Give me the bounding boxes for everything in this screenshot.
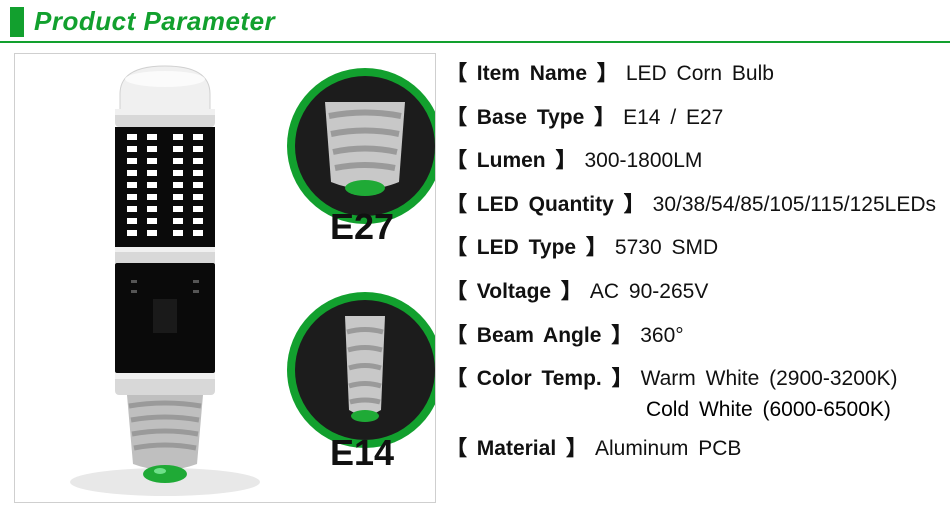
spec-value: 360° bbox=[640, 319, 683, 353]
image-panel: E27 E14 bbox=[14, 53, 436, 503]
content: E27 E14 【 Item Name 】LED Corn Bulb 【 Base… bbox=[0, 43, 950, 504]
spec-value: 30/38/54/85/105/115/125LEDs bbox=[653, 188, 936, 222]
spec-label: 【 Voltage 】 bbox=[446, 275, 582, 309]
spec-row: 【 Item Name 】LED Corn Bulb bbox=[446, 57, 936, 91]
spec-row: 【 Beam Angle 】360° bbox=[446, 319, 936, 353]
spec-value: 5730 SMD bbox=[615, 231, 718, 265]
spec-row: 【 Color Temp. 】Warm White (2900-3200K) bbox=[446, 362, 936, 396]
spec-value: E14 / E27 bbox=[623, 101, 723, 135]
spec-row: 【 LED Quantity 】30/38/54/85/105/115/125L… bbox=[446, 188, 936, 222]
spec-value: LED Corn Bulb bbox=[626, 57, 774, 91]
spec-row: 【 Voltage 】AC 90-265V bbox=[446, 275, 936, 309]
e14-label: E14 bbox=[330, 432, 394, 474]
spec-list: 【 Item Name 】LED Corn Bulb 【 Base Type 】E… bbox=[446, 53, 936, 504]
spec-label: 【 Item Name 】 bbox=[446, 57, 618, 91]
spec-label: 【 LED Type 】 bbox=[446, 231, 607, 265]
e27-label: E27 bbox=[330, 206, 394, 248]
header-title: Product Parameter bbox=[34, 6, 275, 37]
header-accent-bar bbox=[10, 7, 24, 37]
spec-label: 【 Base Type 】 bbox=[446, 101, 615, 135]
spec-row: 【 Base Type 】E14 / E27 bbox=[446, 101, 936, 135]
spec-value: AC 90-265V bbox=[590, 275, 708, 309]
spec-label: 【 LED Quantity 】 bbox=[446, 188, 645, 222]
spec-value: 300-1800LM bbox=[584, 144, 702, 178]
spec-label: 【 Material 】 bbox=[446, 432, 587, 466]
spec-row: 【 Material 】Aluminum PCB bbox=[446, 432, 936, 466]
spec-row: 【 Lumen 】300-1800LM bbox=[446, 144, 936, 178]
spec-label: 【 Beam Angle 】 bbox=[446, 319, 632, 353]
spec-value: Aluminum PCB bbox=[595, 432, 741, 466]
spec-value: Warm White (2900-3200K) bbox=[641, 362, 898, 396]
spec-row: 【 LED Type 】5730 SMD bbox=[446, 231, 936, 265]
header: Product Parameter bbox=[0, 0, 950, 41]
spec-label: 【 Color Temp. 】 bbox=[446, 362, 633, 396]
spec-value-continuation: Cold White (6000-6500K) bbox=[646, 398, 936, 422]
spec-label: 【 Lumen 】 bbox=[446, 144, 577, 178]
